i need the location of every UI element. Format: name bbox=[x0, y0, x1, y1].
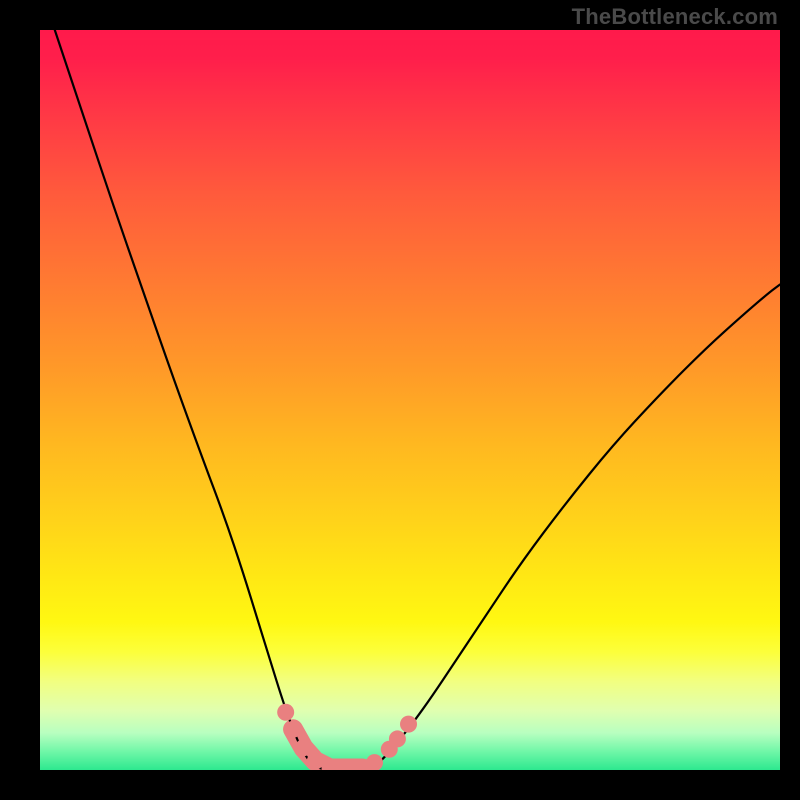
data-marker bbox=[277, 704, 294, 721]
watermark-text: TheBottleneck.com bbox=[572, 4, 778, 30]
curve-left-arm bbox=[55, 30, 327, 770]
data-marker bbox=[389, 730, 406, 747]
data-marker bbox=[307, 753, 324, 770]
data-marker bbox=[285, 721, 302, 738]
chart-svg bbox=[40, 30, 780, 770]
curve-right-arm bbox=[366, 285, 780, 770]
plot-area bbox=[40, 30, 780, 770]
data-marker bbox=[400, 716, 417, 733]
data-marker bbox=[295, 739, 312, 756]
data-marker bbox=[366, 754, 383, 770]
